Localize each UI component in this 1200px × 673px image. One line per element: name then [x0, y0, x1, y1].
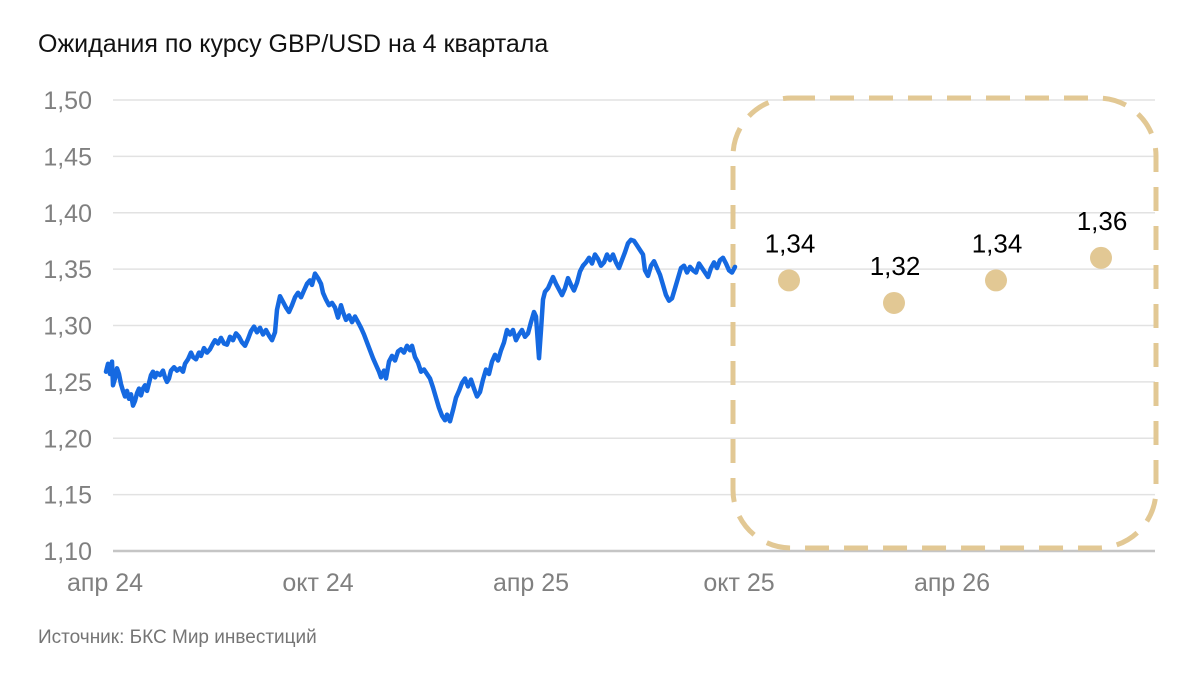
- chart-title: Ожидания по курсу GBP/USD на 4 квартала: [38, 30, 548, 58]
- forecast-dashed-box: [730, 95, 1159, 551]
- gbpusd-history-line: [103, 237, 738, 424]
- forecast-dot: [1090, 246, 1112, 269]
- forecast-value-labels: 1,34 1,32 1,34 1,36: [765, 206, 1128, 281]
- x-tick-label: окт 24: [282, 569, 353, 597]
- x-tick-label: апр 25: [493, 569, 569, 597]
- x-tick-label: окт 25: [703, 569, 774, 597]
- forecast-value-label: 1,34: [972, 228, 1023, 258]
- y-tick-label: 1,50: [43, 87, 92, 115]
- x-tick-label: апр 26: [914, 569, 990, 597]
- y-tick-label: 1,40: [43, 200, 92, 228]
- x-tick-label: апр 24: [67, 569, 143, 597]
- forecast-dot: [883, 291, 905, 314]
- forecast-dot: [985, 269, 1007, 292]
- y-tick-label: 1,45: [43, 143, 92, 171]
- forecast-dot: [778, 269, 800, 292]
- y-tick-label: 1,25: [43, 369, 92, 397]
- forecast-value-label: 1,36: [1077, 206, 1128, 236]
- y-axis-tick-labels: 1,50 1,45 1,40 1,35 1,30 1,25 1,20 1,15 1,10: [43, 87, 92, 566]
- y-tick-label: 1,30: [43, 313, 92, 341]
- y-tick-label: 1,20: [43, 425, 92, 453]
- forecast-value-label: 1,32: [870, 251, 921, 281]
- source-note: Источник: БКС Мир инвестиций: [38, 627, 317, 648]
- y-tick-label: 1,15: [43, 482, 92, 510]
- forecast-dots-layer: [778, 246, 1112, 314]
- x-axis-tick-labels: апр 24 окт 24 апр 25 окт 25 апр 26: [67, 569, 990, 597]
- gridlines: [113, 99, 1155, 553]
- forecast-period-outline: [730, 95, 1159, 551]
- y-tick-label: 1,35: [43, 256, 92, 284]
- forecast-value-label: 1,34: [765, 228, 816, 258]
- history-line-layer: [103, 237, 738, 424]
- y-tick-label: 1,10: [43, 538, 92, 566]
